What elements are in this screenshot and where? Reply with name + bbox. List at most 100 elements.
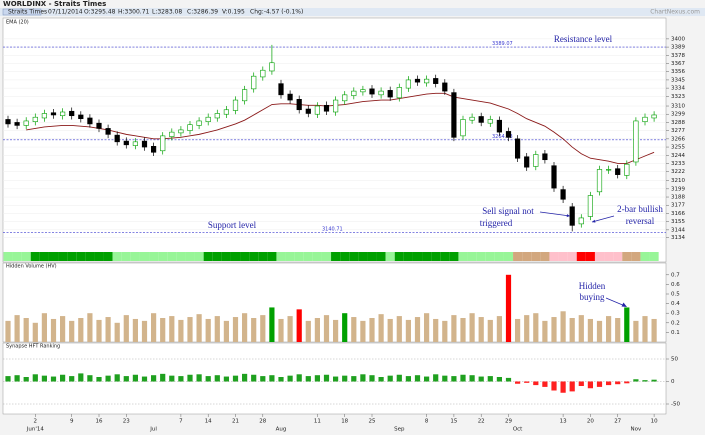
x-tick-label: 13 [560, 419, 567, 425]
bar [196, 314, 202, 342]
y-tick-label: 0.7 [671, 272, 680, 278]
bar [287, 316, 293, 342]
x-tick-label: 25 [369, 419, 376, 425]
bar [187, 317, 193, 342]
panel-title: Hidden Volume (HV) [6, 264, 57, 270]
bar [14, 315, 20, 342]
y-tick-label: 0.6 [671, 282, 680, 288]
bar [141, 376, 148, 382]
bar [251, 318, 257, 342]
signal-cell [212, 252, 222, 261]
candle-body [524, 156, 530, 168]
signal-cell [39, 252, 49, 261]
candle-body [242, 89, 248, 102]
candle-body [105, 128, 111, 135]
candle-body [132, 141, 139, 146]
signal-cell [30, 252, 40, 261]
candle-body [205, 116, 211, 122]
signal-cell [58, 252, 68, 261]
y-tick-label: 3288 [671, 120, 685, 126]
y-tick-label: 0.5 [671, 292, 680, 298]
x-tick-label: 22 [478, 419, 485, 425]
candle-body [642, 116, 648, 122]
signal-cell [376, 252, 386, 261]
y-tick-label: 3345 [671, 77, 685, 83]
candle-body [578, 217, 584, 225]
arrow [605, 297, 626, 307]
bar [424, 313, 430, 342]
bar [323, 374, 330, 382]
legend-entry: EMA (20) [6, 20, 29, 26]
y-tick-label: 3155 [671, 219, 685, 225]
candle-body [605, 169, 612, 171]
candle-body [14, 122, 20, 126]
bar [269, 307, 275, 342]
x-tick-label: 18 [341, 419, 348, 425]
candle-body [59, 111, 66, 117]
signal-cell [194, 252, 204, 261]
bar [533, 313, 539, 342]
bar [50, 376, 57, 382]
y-tick-label: 50 [671, 357, 678, 363]
bar [460, 318, 466, 342]
bar [414, 375, 421, 382]
bar [114, 374, 120, 382]
bar [587, 318, 593, 342]
bar [41, 313, 47, 342]
bar [187, 374, 193, 382]
x-month-label: Sep [394, 427, 405, 433]
signal-cell [358, 252, 368, 261]
info-field: C:3286.39 [187, 9, 218, 16]
signal-cell [12, 252, 22, 261]
y-tick-label: 3323 [671, 94, 685, 100]
candle-body [624, 163, 630, 176]
x-tick-label: 28 [259, 419, 266, 425]
bar [151, 375, 157, 382]
symbol-box[interactable] [2, 8, 42, 16]
candle-body [633, 120, 639, 163]
bar [151, 313, 157, 342]
y-tick-label: 0.4 [671, 301, 680, 307]
signal-cell [531, 252, 541, 261]
signal-cell [385, 252, 395, 261]
y-tick-label: 3400 [671, 36, 685, 42]
y-tick-label: 3166 [671, 211, 685, 217]
bar [333, 376, 339, 382]
bar [378, 377, 384, 382]
candle-body [305, 108, 311, 114]
bar [569, 318, 575, 342]
bar [405, 319, 411, 342]
bar [269, 375, 275, 382]
signal-cell [340, 252, 350, 261]
bar [378, 314, 384, 342]
y-tick-label: 3367 [671, 61, 685, 67]
signal-cell [285, 252, 295, 261]
candle-body [287, 93, 293, 101]
signal-cell [367, 252, 377, 261]
bar [14, 375, 20, 382]
bar [78, 318, 84, 342]
x-tick-label: 29 [505, 419, 512, 425]
signal-cell [331, 252, 341, 261]
bar [615, 318, 621, 342]
candle-body [50, 112, 57, 116]
annotation: buying [579, 292, 605, 302]
signal-cell [158, 252, 168, 261]
y-tick-label: 3177 [671, 203, 685, 209]
candle-body [342, 94, 348, 102]
candle-body [214, 113, 220, 119]
bar [60, 316, 66, 342]
candle-body [396, 87, 402, 99]
bar [123, 376, 129, 382]
y-tick-label: 3356 [671, 69, 685, 75]
bar [105, 317, 111, 342]
candle-body [542, 153, 548, 161]
bar [169, 316, 175, 342]
candle-body [560, 189, 566, 200]
y-tick-label: 3134 [671, 235, 685, 241]
bar [433, 374, 439, 382]
y-tick-label: 3222 [671, 169, 685, 175]
candle-body [378, 90, 384, 96]
bar [205, 376, 211, 382]
